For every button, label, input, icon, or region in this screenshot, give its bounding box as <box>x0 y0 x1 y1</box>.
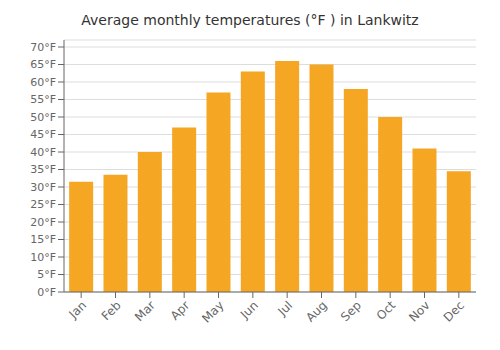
svg-text:Dec: Dec <box>441 298 467 324</box>
svg-text:Aug: Aug <box>303 298 329 324</box>
svg-text:50°F: 50°F <box>30 111 56 124</box>
svg-text:May: May <box>199 298 226 325</box>
svg-text:Jul: Jul <box>274 298 295 319</box>
svg-text:10°F: 10°F <box>30 251 56 264</box>
svg-text:20°F: 20°F <box>30 216 56 229</box>
svg-text:Feb: Feb <box>99 298 124 323</box>
svg-text:Nov: Nov <box>406 298 432 324</box>
svg-text:Oct: Oct <box>374 298 399 323</box>
svg-text:Sep: Sep <box>338 298 364 324</box>
svg-text:35°F: 35°F <box>30 163 56 176</box>
svg-text:60°F: 60°F <box>30 76 56 89</box>
svg-text:25°F: 25°F <box>30 198 56 211</box>
svg-text:45°F: 45°F <box>30 128 56 141</box>
svg-text:0°F: 0°F <box>37 286 56 299</box>
svg-text:15°F: 15°F <box>30 233 56 246</box>
svg-text:40°F: 40°F <box>30 146 56 159</box>
svg-text:Mar: Mar <box>132 298 158 324</box>
svg-text:65°F: 65°F <box>30 58 56 71</box>
svg-text:Jan: Jan <box>66 298 90 322</box>
svg-text:30°F: 30°F <box>30 181 56 194</box>
svg-text:Jun: Jun <box>237 298 261 322</box>
svg-text:70°F: 70°F <box>30 41 56 54</box>
svg-text:5°F: 5°F <box>37 268 56 281</box>
svg-text:Apr: Apr <box>168 298 193 323</box>
html-text:Average monthly temperatures (: Average monthly temperatures (°F ) in La… <box>81 12 419 28</box>
svg-text:55°F: 55°F <box>30 93 56 106</box>
